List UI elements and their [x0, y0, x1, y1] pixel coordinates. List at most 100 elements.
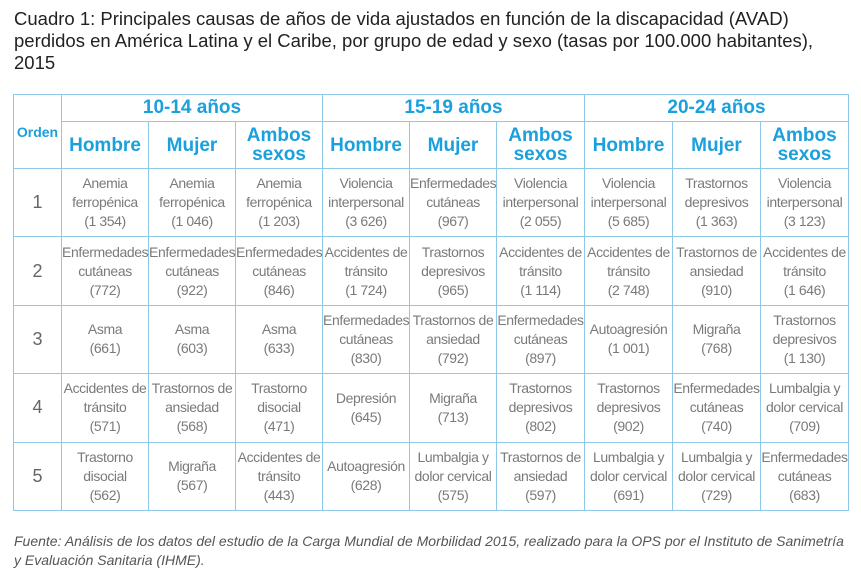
header-sex-mujer: Mujer — [148, 121, 236, 169]
cause-label: Trastorno disocial — [251, 380, 307, 416]
rate-value: (567) — [176, 477, 208, 494]
cause-label: Anemia ferropénica — [246, 175, 312, 211]
cause-label: Violencia interpersonal — [766, 175, 843, 211]
rate-value: (628) — [350, 477, 382, 494]
table-cell: Trastornos de ansiedad (792) — [409, 304, 497, 375]
table-cell: Asma (633) — [235, 304, 323, 375]
table-cell: Trastornos de ansiedad (910) — [672, 236, 761, 306]
row-orden: 2 — [13, 236, 62, 306]
table-cell: Enfermedades cutáneas (897) — [496, 304, 585, 375]
table-cell: Trastorno disocial (562) — [61, 441, 149, 512]
table-cell: Violencia interpersonal (2 055) — [496, 167, 585, 238]
rate-value: (1 363) — [695, 213, 738, 230]
header-group-10-14: 10-14 años — [61, 94, 323, 122]
header-sex-mujer: Mujer — [672, 121, 761, 169]
rate-value: (471) — [263, 418, 295, 435]
rate-value: (1 130) — [783, 349, 826, 366]
rate-value: (1 114) — [520, 281, 561, 298]
table-cell: Enfermedades cutáneas (922) — [148, 236, 236, 306]
header-sex-hombre: Hombre — [61, 121, 149, 169]
table-cell: Trastornos depresivos (1 363) — [672, 167, 761, 238]
cause-label: Violencia interpersonal — [502, 175, 579, 211]
rate-value: (575) — [437, 486, 469, 503]
table-cell: Violencia interpersonal (3 626) — [322, 167, 410, 238]
cause-label: Asma — [174, 321, 210, 338]
rate-value: (2 748) — [607, 281, 650, 298]
table-cell: Accidentes de tránsito (1 724) — [322, 236, 410, 306]
rate-value: (967) — [437, 213, 469, 230]
table-cell: Trastornos depresivos (902) — [584, 373, 673, 443]
rate-value: (1 724) — [345, 281, 387, 298]
header-sex-hombre: Hombre — [322, 121, 410, 169]
table-caption: Cuadro 1: Principales causas de años de … — [14, 8, 814, 73]
rate-value: (1 001) — [607, 340, 650, 357]
rate-value: (965) — [437, 281, 469, 298]
table-cell: Violencia interpersonal (5 685) — [584, 167, 673, 238]
table-cell: Accidentes de tránsito (443) — [235, 441, 323, 512]
table-cell: Enfermedades cutáneas (683) — [760, 441, 849, 512]
table-row: 2 Enfermedades cutáneas (772) Enfermedades … — [13, 236, 849, 306]
cause-label: Lumbalgia y dolor cervical — [590, 448, 667, 484]
cause-label: Autoagresión — [589, 321, 668, 338]
cause-label: Trastornos depresivos — [421, 243, 485, 279]
table-cell: Trastornos de ansiedad (568) — [148, 373, 236, 443]
rate-value: (729) — [701, 486, 732, 503]
cause-label: Migraña — [692, 321, 741, 338]
rate-value: (1 046) — [171, 213, 213, 230]
rate-value: (772) — [89, 281, 121, 298]
cause-label: Enfermedades cutáneas — [323, 311, 410, 347]
rate-value: (1 203) — [258, 213, 300, 230]
table-cell: Trastornos de ansiedad (597) — [496, 441, 585, 512]
cause-label: Accidentes de tránsito — [63, 380, 147, 416]
cause-label: Trastornos depresivos — [772, 311, 837, 347]
rate-value: (802) — [525, 418, 556, 435]
table-cell: Depresión (645) — [322, 373, 410, 443]
cause-label: Enfermedades cutáneas — [149, 243, 236, 279]
row-orden: 1 — [13, 167, 62, 238]
rate-value: (3 626) — [345, 213, 387, 230]
cause-label: Trastornos depresivos — [684, 175, 749, 211]
rate-value: (691) — [613, 486, 644, 503]
cause-label: Trastornos de ansiedad — [151, 380, 233, 416]
table-cell: Anemia ferropénica (1 046) — [148, 167, 236, 238]
table-cell: Trastornos depresivos (1 130) — [760, 304, 849, 375]
rate-value: (2 055) — [519, 213, 562, 230]
cause-label: Accidentes de tránsito — [499, 243, 582, 279]
rate-value: (1 646) — [783, 281, 826, 298]
rate-value: (661) — [89, 340, 121, 357]
rate-value: (603) — [176, 340, 208, 357]
cause-label: Trastorno disocial — [77, 448, 133, 484]
rate-value: (902) — [613, 418, 644, 435]
rate-value: (443) — [263, 486, 295, 503]
rate-value: (5 685) — [607, 213, 650, 230]
table-row: 1 Anemia ferropénica (1 354) Anemia ferropé… — [13, 167, 849, 238]
table-cell: Enfermedades cutáneas (967) — [409, 167, 497, 238]
causes-table: Orden 10-14 años 15-19 años 20-24 años H… — [13, 94, 849, 512]
cause-label: Enfermedades cutáneas — [497, 311, 584, 347]
table-cell: Enfermedades cutáneas (740) — [672, 373, 761, 443]
cause-label: Lumbalgia y dolor cervical — [766, 380, 843, 416]
cause-label: Trastornos depresivos — [596, 380, 661, 416]
rate-value: (709) — [789, 418, 820, 435]
cause-label: Enfermedades cutáneas — [410, 175, 497, 211]
cause-label: Violencia interpersonal — [328, 175, 404, 211]
cause-label: Enfermedades cutáneas — [236, 243, 323, 279]
cause-label: Accidentes de tránsito — [763, 243, 846, 279]
cause-label: Accidentes de tránsito — [587, 243, 670, 279]
header-sex-ambos: Ambos sexos — [235, 121, 323, 169]
header-orden: Orden — [13, 94, 62, 169]
cause-label: Trastornos depresivos — [508, 380, 573, 416]
table-cell: Lumbalgia y dolor cervical (691) — [584, 441, 673, 512]
cause-label: Anemia ferropénica — [72, 175, 138, 211]
header-sex-ambos: Ambos sexos — [760, 121, 849, 169]
rate-value: (740) — [701, 418, 732, 435]
table-row: 3 Asma (661) Asma (603) Asma (633) Enfermedades… — [13, 304, 849, 375]
table-cell: Enfermedades cutáneas (830) — [322, 304, 410, 375]
cause-label: Trastornos de ansiedad — [412, 311, 494, 347]
table-cell: Trastornos depresivos (965) — [409, 236, 497, 306]
header-sex-ambos: Ambos sexos — [496, 121, 585, 169]
table-cell: Enfermedades cutáneas (846) — [235, 236, 323, 306]
table-cell: Migraña (713) — [409, 373, 497, 443]
cause-label: Trastornos de ansiedad — [676, 243, 757, 279]
table-cell: Autoagresión (1 001) — [584, 304, 673, 375]
